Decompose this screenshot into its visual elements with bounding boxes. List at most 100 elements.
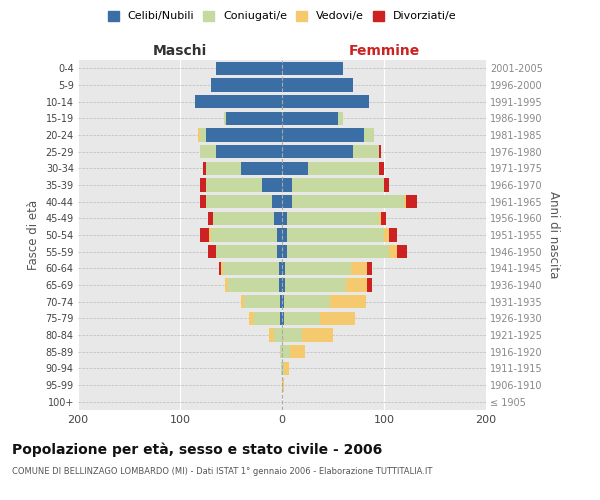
Bar	[223, 262, 279, 275]
Bar	[338, 112, 343, 125]
Bar	[199, 128, 200, 141]
Bar	[282, 212, 287, 225]
Bar	[282, 328, 302, 342]
Bar	[282, 128, 364, 141]
Bar	[285, 262, 352, 275]
Bar	[212, 212, 274, 225]
Text: COMUNE DI BELLINZAGO LOMBARDO (MI) - Dati ISTAT 1° gennaio 2006 - Elaborazione T: COMUNE DI BELLINZAGO LOMBARDO (MI) - Dat…	[12, 468, 433, 476]
Bar	[292, 178, 384, 192]
Y-axis label: Fasce di età: Fasce di età	[27, 200, 40, 270]
Bar	[282, 228, 287, 241]
Text: Maschi: Maschi	[153, 44, 207, 58]
Bar	[290, 345, 305, 358]
Bar	[200, 178, 206, 192]
Bar	[208, 212, 212, 225]
Bar	[282, 78, 353, 92]
Bar	[282, 245, 287, 258]
Bar	[285, 278, 346, 291]
Bar	[389, 245, 397, 258]
Bar	[352, 262, 367, 275]
Bar	[277, 245, 282, 258]
Bar	[200, 128, 206, 141]
Bar	[367, 262, 372, 275]
Bar	[280, 295, 282, 308]
Bar	[225, 278, 228, 291]
Bar	[280, 312, 282, 325]
Bar	[282, 378, 284, 392]
Bar	[206, 162, 241, 175]
Text: Femmine: Femmine	[349, 44, 419, 58]
Bar	[203, 162, 206, 175]
Bar	[196, 95, 282, 108]
Bar	[353, 145, 379, 158]
Bar	[279, 278, 282, 291]
Bar	[282, 295, 284, 308]
Bar	[379, 162, 384, 175]
Bar	[200, 145, 216, 158]
Bar	[282, 312, 284, 325]
Bar	[320, 312, 355, 325]
Bar	[308, 162, 379, 175]
Bar	[279, 262, 282, 275]
Bar	[224, 112, 226, 125]
Bar	[284, 295, 330, 308]
Bar	[364, 128, 374, 141]
Bar	[250, 312, 254, 325]
Bar	[206, 195, 272, 208]
Bar	[287, 245, 389, 258]
Bar	[287, 212, 379, 225]
Bar	[200, 195, 206, 208]
Bar	[282, 178, 292, 192]
Bar	[284, 362, 289, 375]
Bar	[272, 195, 282, 208]
Bar	[282, 162, 308, 175]
Bar	[282, 278, 285, 291]
Bar	[206, 128, 282, 141]
Bar	[205, 178, 262, 192]
Bar	[404, 195, 406, 208]
Bar	[406, 195, 416, 208]
Bar	[241, 162, 282, 175]
Bar	[274, 328, 282, 342]
Bar	[282, 345, 290, 358]
Bar	[274, 212, 282, 225]
Bar	[282, 262, 285, 275]
Bar	[254, 312, 280, 325]
Bar	[282, 112, 338, 125]
Bar	[379, 145, 381, 158]
Bar	[302, 328, 333, 342]
Bar	[216, 62, 282, 75]
Bar	[241, 295, 244, 308]
Bar	[211, 78, 282, 92]
Bar	[228, 278, 279, 291]
Legend: Celibi/Nubili, Coniugati/e, Vedovi/e, Divorziati/e: Celibi/Nubili, Coniugati/e, Vedovi/e, Di…	[107, 10, 457, 22]
Bar	[330, 295, 365, 308]
Bar	[277, 228, 282, 241]
Bar	[216, 145, 282, 158]
Bar	[384, 178, 389, 192]
Bar	[281, 362, 282, 375]
Bar	[269, 328, 274, 342]
Bar	[216, 245, 277, 258]
Bar	[292, 195, 404, 208]
Text: Popolazione per età, sesso e stato civile - 2006: Popolazione per età, sesso e stato civil…	[12, 442, 382, 457]
Bar	[209, 228, 211, 241]
Y-axis label: Anni di nascita: Anni di nascita	[547, 192, 560, 278]
Bar	[379, 212, 381, 225]
Bar	[282, 362, 284, 375]
Bar	[262, 178, 282, 192]
Bar	[389, 228, 397, 241]
Bar	[282, 195, 292, 208]
Bar	[211, 228, 277, 241]
Bar	[221, 262, 223, 275]
Bar	[208, 245, 216, 258]
Bar	[384, 228, 389, 241]
Bar	[367, 278, 372, 291]
Bar	[282, 62, 343, 75]
Bar	[287, 228, 384, 241]
Bar	[200, 228, 209, 241]
Bar	[284, 312, 320, 325]
Bar	[226, 112, 282, 125]
Bar	[397, 245, 407, 258]
Bar	[381, 212, 386, 225]
